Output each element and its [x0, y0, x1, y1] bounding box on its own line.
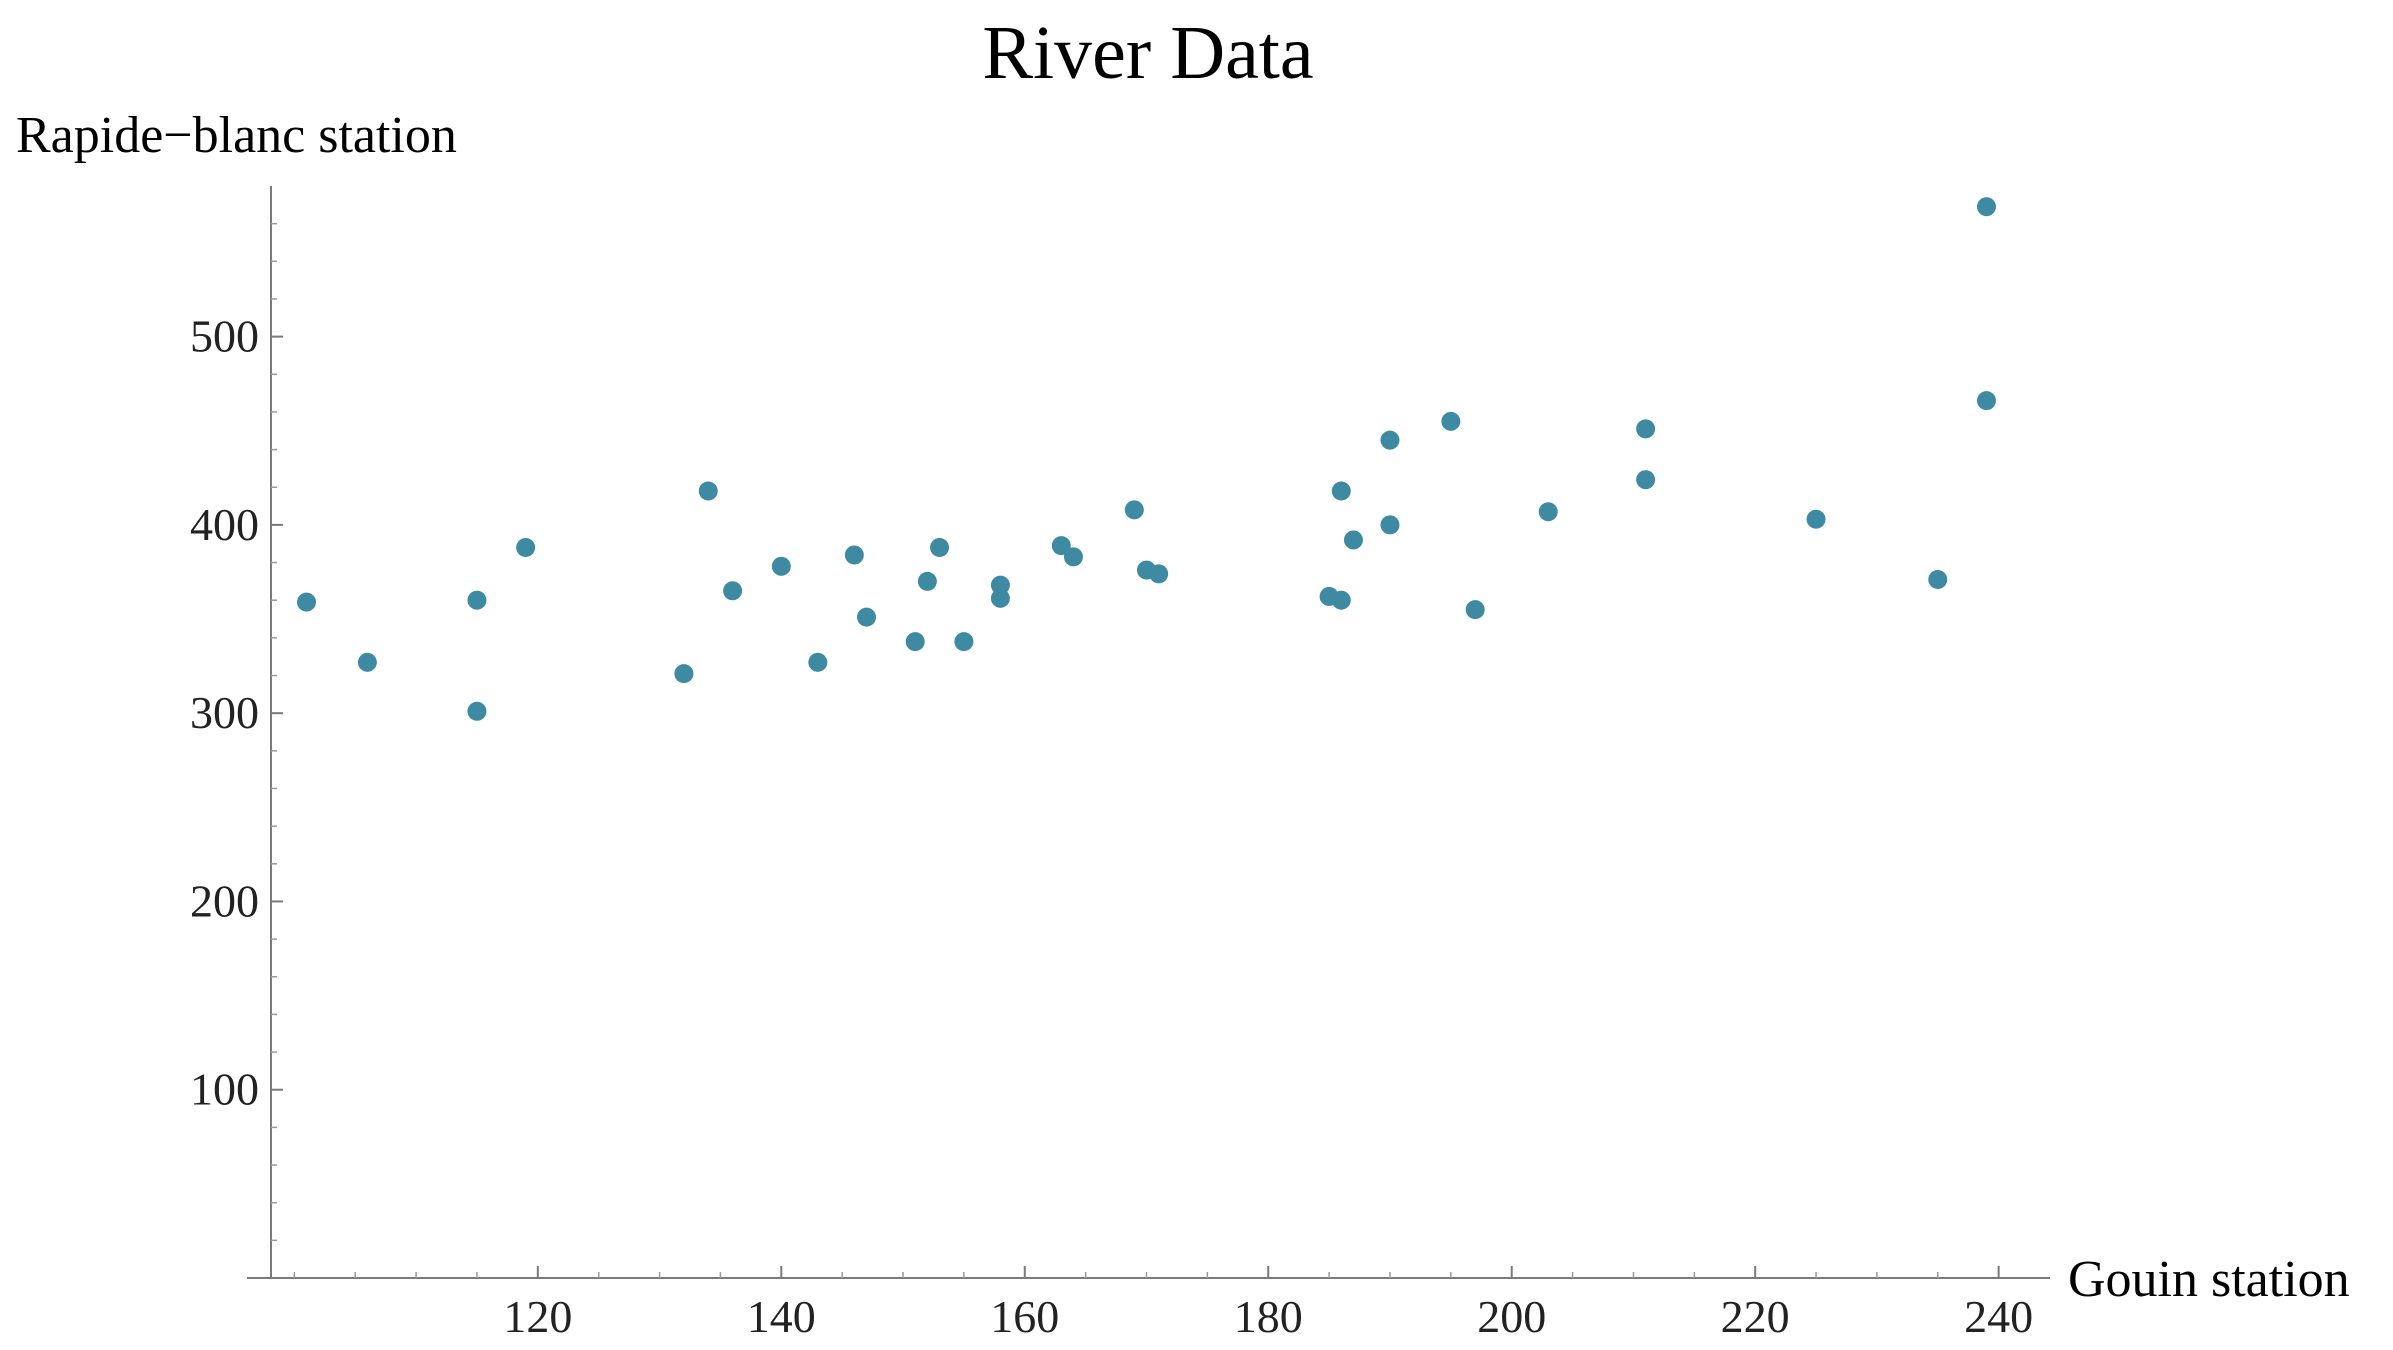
data-point — [1149, 564, 1169, 584]
chart-title: River Data — [982, 11, 1313, 95]
data-point — [857, 607, 877, 627]
y-tick-label: 300 — [190, 687, 259, 738]
x-tick-label: 180 — [1234, 1291, 1303, 1342]
x-tick-label: 160 — [990, 1291, 1059, 1342]
x-axis-label: Gouin station — [2068, 1251, 2350, 1308]
data-point — [990, 588, 1010, 608]
data-point — [954, 632, 974, 652]
data-point — [467, 590, 487, 610]
y-tick-label: 100 — [190, 1064, 259, 1115]
data-point — [1051, 536, 1071, 556]
y-axis-label: Rapide−blanc station — [16, 107, 457, 164]
data-point — [698, 481, 718, 501]
data-point — [771, 556, 791, 576]
data-point — [1976, 197, 1996, 217]
data-point — [1636, 419, 1656, 439]
data-point — [990, 575, 1010, 595]
y-tick-label: 400 — [190, 499, 259, 550]
data-point — [516, 537, 536, 557]
data-point — [1538, 502, 1558, 522]
data-point — [1465, 600, 1485, 620]
data-point — [1806, 509, 1826, 529]
data-point — [1380, 430, 1400, 450]
data-point — [357, 652, 377, 672]
data-point — [1380, 515, 1400, 535]
data-point — [297, 592, 317, 612]
data-point — [905, 632, 925, 652]
data-point — [844, 545, 864, 565]
data-point — [723, 581, 743, 601]
x-tick-label: 140 — [747, 1291, 816, 1342]
data-point — [808, 652, 828, 672]
data-point — [1331, 481, 1351, 501]
data-point — [1331, 590, 1351, 610]
data-point — [674, 664, 694, 684]
y-tick-label: 200 — [190, 875, 259, 926]
axes: 120 140 160 180 200 220 240 100 200 300 400 500 — [190, 186, 2050, 1342]
data-point — [1441, 411, 1461, 431]
data-point — [1063, 547, 1083, 567]
data-point — [930, 537, 950, 557]
data-point — [467, 701, 487, 721]
x-tick-label: 240 — [1964, 1291, 2033, 1342]
x-tick-label: 120 — [503, 1291, 572, 1342]
data-point — [1343, 530, 1363, 550]
data-point — [917, 571, 937, 591]
data-points — [297, 197, 1996, 721]
data-point — [1636, 470, 1656, 490]
data-point — [1976, 391, 1996, 411]
data-point — [1928, 569, 1948, 589]
x-tick-label: 220 — [1721, 1291, 1790, 1342]
data-point — [1124, 500, 1144, 520]
x-tick-label: 200 — [1477, 1291, 1546, 1342]
y-tick-label: 500 — [190, 311, 259, 362]
